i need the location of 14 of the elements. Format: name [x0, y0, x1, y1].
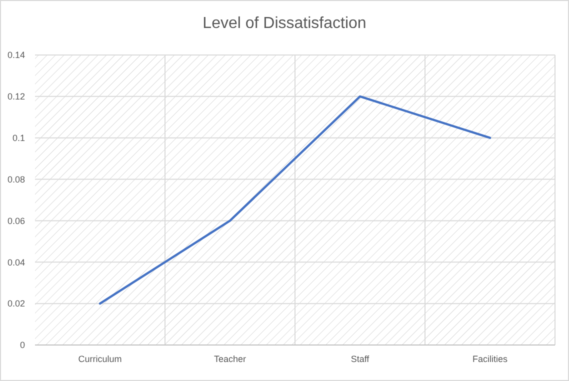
x-tick-label: Teacher [214, 354, 246, 364]
y-tick-label: 0.02 [7, 298, 25, 309]
y-tick-label: 0.06 [7, 216, 25, 226]
x-tick-label: Facilities [472, 354, 508, 364]
x-tick-label: Curriculum [78, 354, 122, 364]
y-tick-label: 0.12 [7, 92, 25, 102]
chart-title: Level of Dissatisfaction [202, 15, 366, 32]
x-tick-label: Staff [350, 354, 370, 364]
y-tick-label: 0 [20, 340, 25, 350]
line-series [98, 95, 492, 305]
y-tick-label: 0.1 [12, 133, 25, 144]
y-tick-label: 0.14 [7, 50, 25, 60]
y-tick-label: 0.04 [7, 257, 25, 268]
y-tick-label: 0.08 [7, 174, 25, 184]
